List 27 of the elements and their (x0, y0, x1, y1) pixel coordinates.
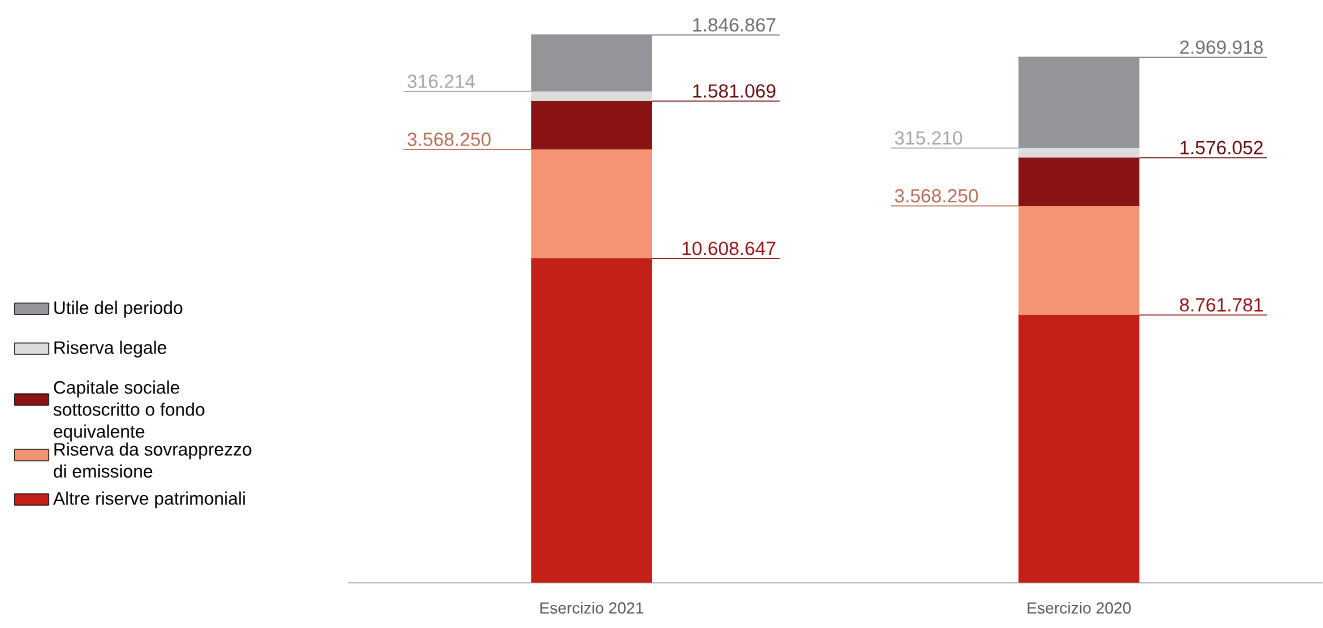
bar (1018, 315, 1140, 583)
bar (531, 149, 652, 259)
data-label: 2.969.918 (1180, 40, 1263, 54)
bar (531, 258, 652, 583)
data-label: 3.568.250 (407, 132, 491, 147)
bar (531, 91, 652, 102)
legend-label: Altre riserve patrimoniali (53, 491, 245, 509)
bar (1018, 148, 1140, 158)
data-label: 10.608.647 (682, 241, 776, 256)
bar (1018, 57, 1140, 149)
data-label: 1.581.069 (693, 84, 776, 98)
x-tick-label: Esercizio 2020 (1027, 601, 1131, 614)
x-tick-label: Esercizio 2021 (540, 601, 644, 614)
data-label: 315.210 (894, 131, 963, 145)
bar (1018, 157, 1140, 206)
legend-label: Capitale sociale sottoscritto o fondo equivalente (53, 380, 205, 442)
bar (531, 101, 652, 150)
bar (1018, 206, 1140, 316)
data-label: 8.761.781 (1179, 298, 1263, 312)
data-label: 1.846.867 (693, 18, 776, 32)
legend-label: Riserva legale (54, 340, 167, 358)
data-label: 316.214 (407, 74, 475, 89)
data-label: 3.568.250 (894, 189, 978, 203)
legend-label: Utile del periodo (54, 300, 183, 318)
legend-label: Riserva da sovrapprezzo di emissione (53, 442, 252, 478)
bar (531, 35, 652, 92)
data-label: 1.576.052 (1180, 140, 1263, 155)
